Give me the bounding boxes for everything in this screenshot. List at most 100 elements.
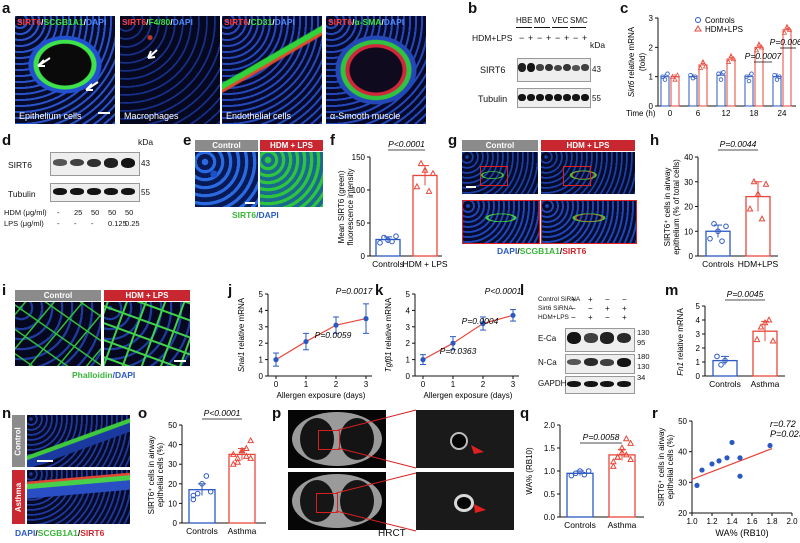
h-ylabel-line-0: SIRT6⁺ cells in airway	[663, 168, 672, 247]
l-mw-n-ca-0: 180	[637, 352, 650, 361]
c-point-1-1-0	[697, 64, 704, 70]
l-condition-2-sign-0: −	[571, 313, 576, 322]
n-caption-part-2: SCGB1A1	[37, 528, 78, 538]
p-arrows	[471, 445, 486, 513]
r-point-5	[729, 439, 735, 446]
chart-k: 0 1 2 3 4 5 0 1 2 3 Allergen exposure (days) Tgfβ1 …	[384, 286, 522, 400]
d-band-sirt6-1	[70, 158, 84, 167]
m-point-1-1	[757, 323, 765, 330]
j-y-tick-label-5: 5	[259, 290, 264, 299]
i-image-hdm-lps	[104, 302, 190, 366]
m-ylabel-rest: relative mRNA	[676, 308, 685, 362]
panel-letter-g: g	[448, 132, 458, 149]
c-point-1-4-2	[786, 26, 793, 32]
c-point-0-1-0	[688, 72, 693, 78]
g-header-control: Control	[462, 140, 538, 151]
c-point-0-3-1	[746, 78, 752, 84]
g-image-hdm-lps	[541, 152, 635, 194]
m-point-0-2	[722, 357, 728, 364]
j-x-tick-label-1: 1	[304, 380, 309, 389]
b-group-line-2	[552, 27, 568, 28]
l-condition-2-sign-3: +	[622, 313, 627, 322]
r-x-tick-label-5: 2.0	[786, 517, 798, 526]
o-point-1-8	[242, 452, 250, 459]
o-point-1-5	[229, 450, 237, 457]
r-point-6	[737, 455, 743, 461]
c-legend-label-1: HDM+LPS	[705, 25, 743, 34]
d-condition-label-0: HDM (μg/ml)	[4, 208, 47, 217]
a-image-0-title-part-1: /	[41, 17, 44, 27]
g-caption: DAPI/SCGB1A1/SIRT6	[497, 246, 586, 256]
a-image-0-title-part-4: DAPI	[86, 17, 107, 27]
r-stat-r: r=0.72	[770, 419, 796, 429]
f-point-1-0	[413, 182, 421, 190]
h-point-0-3	[719, 238, 725, 244]
e-caption-part-1: /DAPI	[256, 210, 279, 220]
d-row-label-sirt6: SIRT6	[8, 160, 32, 170]
k-point-2	[480, 320, 486, 327]
f-y-tick-label-1: 50	[356, 219, 365, 228]
r-xlabel: WA% (RB10)	[715, 528, 768, 538]
d-condition-1-value-2: -	[91, 219, 94, 228]
c-point-0-1-2	[693, 74, 698, 79]
o-x-label-0: Controls	[186, 526, 218, 536]
r-fit-line	[691, 448, 773, 480]
l-condition-0-sign-1: +	[588, 295, 593, 304]
a-image-1-title-part-0: SIRT6	[122, 17, 147, 27]
o-x-label-1: Asthma	[228, 526, 257, 536]
b-sign-5: +	[564, 33, 570, 43]
m-x-label-1: Asthma	[751, 379, 780, 389]
c-point-0-0-2	[665, 71, 670, 76]
b-row-label-tubulin: Tubulin	[478, 94, 508, 104]
o-point-1-6	[234, 458, 242, 465]
r-point-4	[724, 455, 730, 461]
b-group-smc: SMC	[570, 16, 588, 25]
c-point-1-2-1	[728, 53, 734, 59]
h-point-0-0	[707, 235, 713, 242]
r-ylabel-line-1: epithelial cells (%)	[666, 434, 675, 499]
d-band-sirt6-4	[121, 158, 135, 168]
b-group-line-0	[516, 27, 532, 28]
b-band-sirt6-2	[536, 64, 544, 72]
l-mw-gapdh-0: 34	[637, 373, 646, 382]
c-bar-1-1	[698, 64, 708, 107]
d-condition-0-value-3: 50	[108, 208, 117, 217]
m-sig-pvalue: P=0.0045	[727, 289, 764, 299]
n-side-label-control: Control	[12, 415, 25, 467]
f-x-label-0: Controls	[372, 259, 404, 269]
b-group-vec: VEC	[552, 16, 569, 25]
l-condition-label-0: Control SiRNA	[538, 296, 581, 303]
a-arrow-1	[37, 57, 51, 67]
k-y-tick-label-3: 3	[406, 323, 411, 332]
a-image-0-title: SIRT6/SCGB1A1/DAPI	[17, 17, 106, 27]
q-y-tick-label-3: 1.5	[544, 444, 556, 453]
c-point-1-0-1	[672, 76, 678, 82]
d-band-sirt6-0	[53, 159, 67, 166]
h-y-tick-label-3: 30	[684, 178, 693, 187]
panel-letter-q: q	[520, 405, 530, 422]
r-x-tick-label-3: 1.6	[746, 517, 758, 526]
q-point-1-0	[609, 462, 617, 469]
n-caption-part-0: DAPI	[15, 528, 36, 538]
q-x-label-1: Asthma	[608, 520, 637, 530]
o-point-1-3	[242, 444, 250, 452]
d-row-label-tubulin: Tubulin	[8, 189, 36, 199]
p-ct-asthma-lung-right	[340, 480, 374, 522]
k-y-tick-label-0: 0	[406, 372, 411, 381]
a-arrows	[37, 49, 158, 91]
j-point-1	[303, 338, 309, 345]
p-caption: HRCT	[378, 528, 406, 539]
h-y-tick-label-1: 10	[684, 227, 693, 236]
r-x-tick-label-2: 1.4	[726, 517, 738, 526]
c-legend-marker-0	[695, 17, 701, 23]
l-row-label-e-ca: E-Ca	[538, 334, 557, 343]
f-sig-pvalue: P<0.0001	[388, 139, 425, 149]
a-image-0-title-part-0: SIRT6	[17, 17, 42, 27]
l-condition-1-sign-3: +	[622, 304, 627, 313]
d-mw-55: 55	[141, 188, 150, 197]
j-y-tick-label-2: 2	[259, 339, 264, 348]
j-point-2	[333, 322, 339, 328]
panel-letter-a: a	[2, 0, 11, 17]
d-condition-0-value-2: 50	[91, 208, 100, 217]
q-point-1-5	[609, 457, 617, 465]
